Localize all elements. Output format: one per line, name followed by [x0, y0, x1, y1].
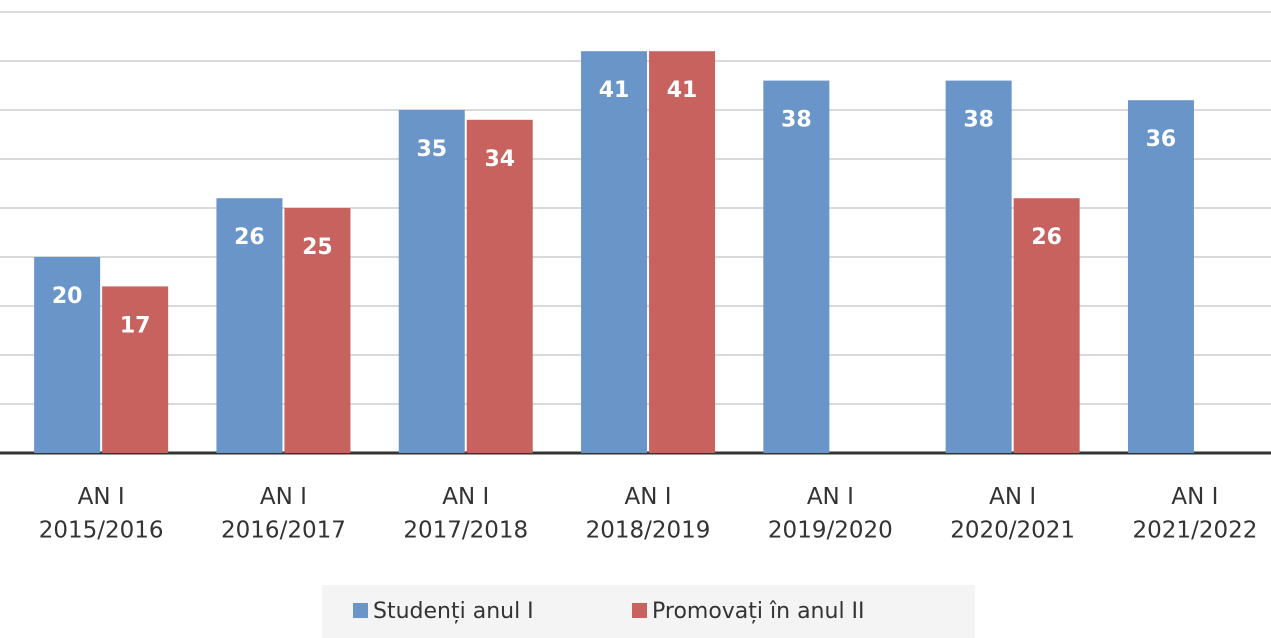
data-label: 26	[234, 225, 265, 250]
legend-marker	[632, 603, 647, 618]
x-tick-label: AN I 2020/2021	[950, 484, 1075, 543]
bar	[34, 257, 101, 453]
bar	[398, 110, 465, 453]
data-label: 20	[52, 284, 83, 309]
bar	[284, 208, 351, 453]
legend-box	[322, 585, 975, 638]
data-label: 34	[484, 147, 515, 172]
bar	[581, 51, 648, 453]
x-tick-label: AN I 2019/2020	[768, 484, 893, 543]
data-label: 26	[1031, 225, 1062, 250]
bar	[466, 119, 533, 454]
x-tick-label: AN I 2016/2017	[221, 484, 346, 543]
x-tick-label: AN I 2018/2019	[586, 484, 711, 543]
data-label: 35	[416, 137, 447, 162]
x-tick-label: AN I 2015/2016	[39, 484, 164, 543]
bar	[945, 80, 1012, 453]
bar	[1127, 100, 1194, 453]
legend-label: Promovați în anul II	[652, 599, 865, 624]
x-tick-label: AN I 2017/2018	[403, 484, 528, 543]
data-label: 41	[667, 78, 698, 103]
bar	[649, 51, 716, 453]
data-label: 38	[963, 108, 994, 133]
legend-label: Studenți anul I	[373, 599, 534, 624]
legend-marker	[353, 603, 368, 618]
bar	[763, 80, 830, 453]
data-label: 17	[120, 313, 151, 338]
data-label: 38	[781, 108, 812, 133]
bar	[216, 198, 283, 453]
data-label: 41	[599, 78, 630, 103]
x-tick-label: AN I 2021/2022	[1133, 484, 1258, 543]
data-label: 25	[302, 235, 333, 260]
data-label: 36	[1146, 127, 1177, 152]
bar	[102, 286, 169, 453]
bar	[1013, 198, 1080, 453]
